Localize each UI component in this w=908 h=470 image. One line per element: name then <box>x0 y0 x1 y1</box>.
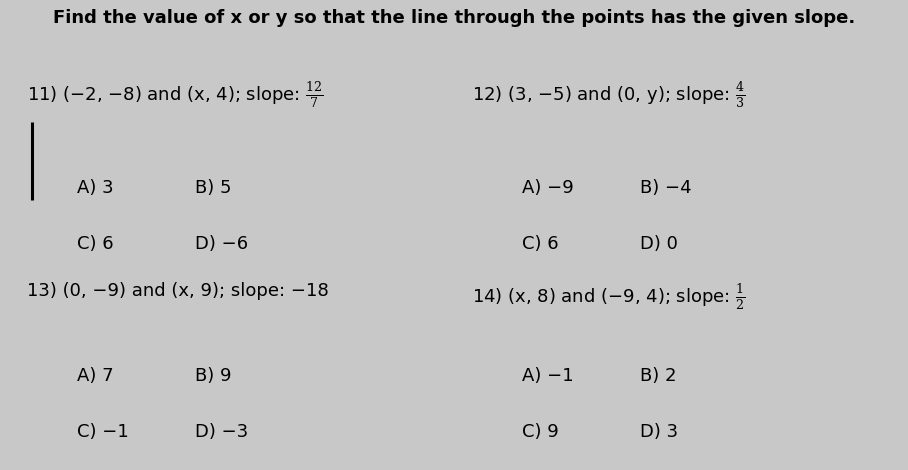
Text: D) −6: D) −6 <box>195 235 249 253</box>
Text: Find the value of x or y so that the line through the points has the given slope: Find the value of x or y so that the lin… <box>53 9 855 27</box>
Text: D) −3: D) −3 <box>195 423 249 441</box>
Text: C) −1: C) −1 <box>77 423 129 441</box>
Text: C) 6: C) 6 <box>522 235 558 253</box>
Text: C) 6: C) 6 <box>77 235 114 253</box>
Text: A) 3: A) 3 <box>77 179 114 196</box>
Text: B) 5: B) 5 <box>195 179 232 196</box>
Text: A) 7: A) 7 <box>77 367 114 384</box>
Text: B) 9: B) 9 <box>195 367 232 384</box>
Text: 14) (x, 8) and (−9, 4); slope: $\frac{1}{2}$: 14) (x, 8) and (−9, 4); slope: $\frac{1}… <box>472 282 745 312</box>
Text: 11) (−2, −8) and (x, 4); slope: $\frac{12}{7}$: 11) (−2, −8) and (x, 4); slope: $\frac{1… <box>27 80 324 110</box>
Text: C) 9: C) 9 <box>522 423 558 441</box>
Text: B) −4: B) −4 <box>640 179 692 196</box>
Text: A) −1: A) −1 <box>522 367 574 384</box>
Text: A) −9: A) −9 <box>522 179 574 196</box>
Text: D) 0: D) 0 <box>640 235 678 253</box>
Text: B) 2: B) 2 <box>640 367 676 384</box>
Text: 12) (3, −5) and (0, y); slope: $\frac{4}{3}$: 12) (3, −5) and (0, y); slope: $\frac{4}… <box>472 80 745 110</box>
Text: 13) (0, −9) and (x, 9); slope: −18: 13) (0, −9) and (x, 9); slope: −18 <box>27 282 329 300</box>
Text: D) 3: D) 3 <box>640 423 678 441</box>
